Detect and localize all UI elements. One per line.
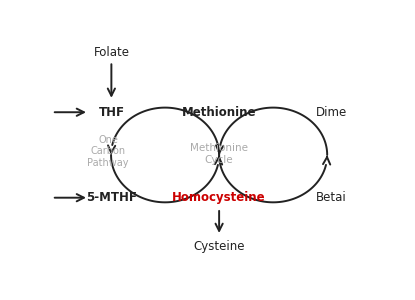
Text: Betai: Betai (316, 191, 347, 204)
Text: Homocysteine: Homocysteine (172, 191, 266, 204)
Text: 5-MTHF: 5-MTHF (86, 191, 137, 204)
Text: THF: THF (98, 106, 124, 119)
Text: Methionine: Methionine (182, 106, 256, 119)
Text: Dime: Dime (316, 106, 347, 119)
Text: One
Carbon
Pathway: One Carbon Pathway (88, 135, 129, 168)
Text: Cysteine: Cysteine (193, 240, 245, 253)
Text: Folate: Folate (93, 46, 129, 59)
Text: Methionine
Cycle: Methionine Cycle (190, 143, 248, 165)
